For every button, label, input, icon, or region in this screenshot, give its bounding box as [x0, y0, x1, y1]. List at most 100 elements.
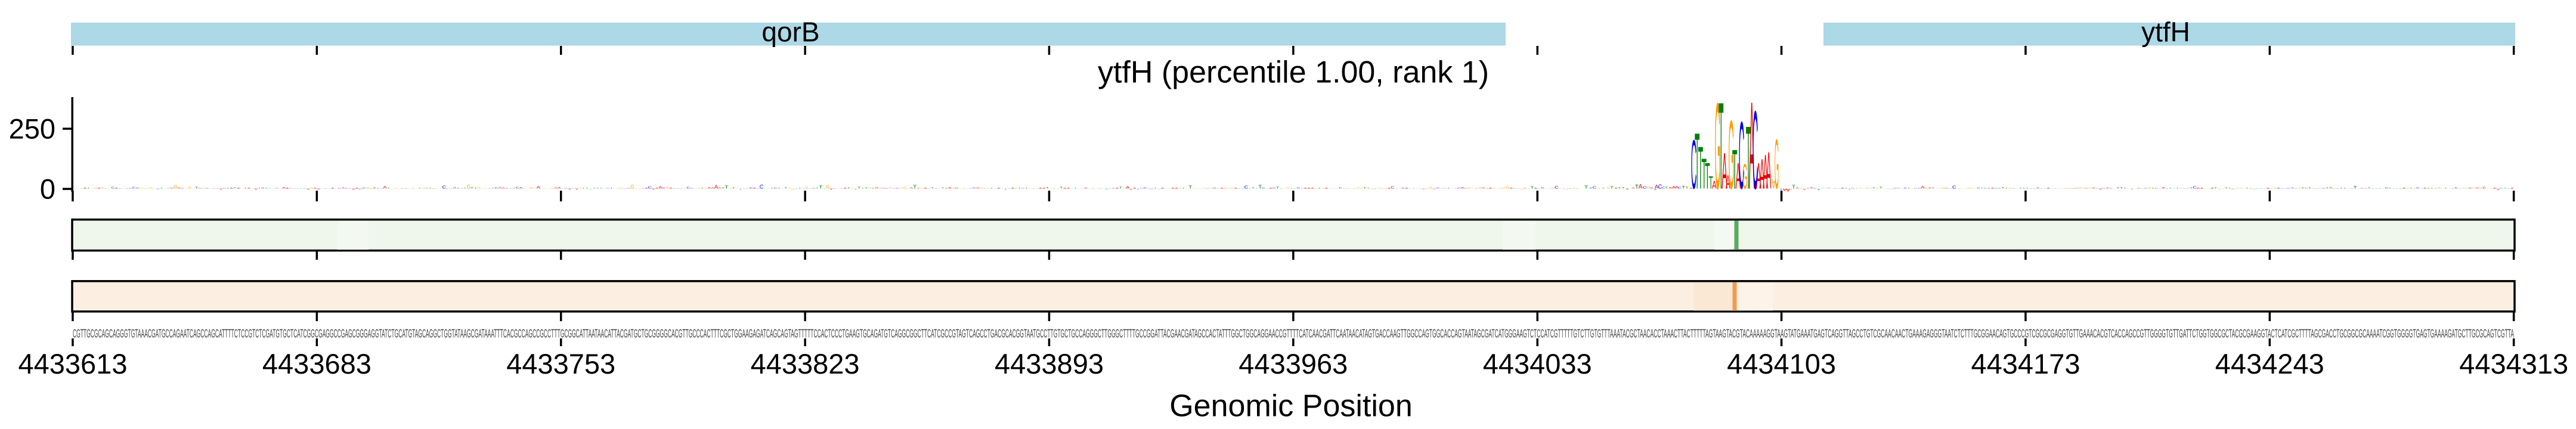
svg-text:A: A [708, 186, 711, 189]
svg-text:G: G [150, 188, 153, 189]
svg-text:T: T [561, 188, 565, 189]
svg-text:C: C [2336, 188, 2340, 189]
svg-text:T: T [456, 188, 460, 189]
svg-text:A: A [1736, 155, 1741, 197]
svg-text:4434103: 4434103 [1727, 348, 1836, 380]
svg-text:A: A [1042, 188, 1045, 189]
svg-text:T: T [2131, 188, 2134, 189]
svg-text:A: A [645, 188, 648, 189]
svg-text:C: C [324, 188, 327, 189]
svg-text:A: A [1900, 188, 1904, 189]
svg-text:C: C [2350, 188, 2354, 189]
svg-text:G: G [1001, 188, 1004, 189]
svg-text:A: A [2210, 188, 2213, 189]
svg-text:A: A [910, 188, 914, 189]
svg-text:T: T [2123, 188, 2127, 189]
svg-text:T: T [2120, 187, 2124, 189]
svg-text:T: T [1708, 173, 1713, 192]
svg-text:C: C [641, 188, 645, 189]
svg-text:A: A [829, 188, 833, 189]
svg-text:C: C [801, 188, 805, 189]
svg-text:C: C [1244, 184, 1248, 189]
svg-text:G: G [2218, 188, 2221, 189]
svg-text:C: C [2315, 188, 2319, 189]
svg-text:A: A [568, 188, 572, 189]
svg-text:C: C [1436, 188, 1439, 189]
svg-text:C: C [2500, 188, 2503, 189]
svg-text:T: T [195, 186, 199, 189]
svg-text:CGTTGCGCAGCAGGGTGTAAACGATGCCAG: CGTTGCGCAGCAGGGTGTAAACGATGCCAGAATCAGCCAG… [73, 328, 2514, 341]
svg-text:T: T [1004, 188, 1008, 189]
svg-text:G: G [1606, 187, 1610, 189]
svg-text:T: T [871, 188, 875, 189]
svg-text:A: A [519, 187, 523, 189]
svg-text:G: G [2238, 188, 2241, 189]
svg-text:4433963: 4433963 [1239, 348, 1348, 380]
svg-text:A: A [135, 188, 138, 189]
svg-text:T: T [2353, 185, 2357, 189]
svg-text:C: C [129, 188, 132, 189]
svg-text:T: T [680, 188, 683, 189]
svg-text:A: A [1991, 188, 1995, 189]
svg-text:T: T [913, 184, 917, 190]
svg-text:T: T [917, 188, 920, 189]
svg-text:0: 0 [40, 173, 55, 204]
svg-text:T: T [2503, 188, 2507, 189]
svg-text:T: T [2367, 188, 2371, 189]
svg-text:A: A [2329, 186, 2333, 189]
svg-text:G: G [394, 188, 397, 189]
svg-text:C: C [261, 188, 264, 189]
svg-text:250: 250 [9, 113, 55, 144]
svg-text:C: C [369, 188, 373, 189]
svg-text:A: A [1510, 188, 1513, 189]
svg-text:C: C [2451, 188, 2455, 189]
svg-text:T: T [1109, 188, 1112, 189]
svg-text:C: C [1691, 125, 1696, 204]
svg-text:G: G [1203, 188, 1206, 189]
svg-text:G: G [868, 188, 872, 189]
svg-text:G: G [1558, 188, 1562, 189]
svg-text:A: A [2197, 188, 2200, 189]
svg-text:C: C [2388, 188, 2392, 189]
svg-text:A: A [875, 186, 878, 189]
svg-text:T: T [945, 188, 948, 189]
svg-text:T: T [1216, 188, 1220, 189]
svg-text:G: G [1398, 188, 1401, 189]
svg-text:C: C [2155, 188, 2159, 189]
svg-text:G: G [2064, 188, 2067, 189]
svg-text:T: T [1987, 188, 1991, 189]
svg-text:C: C [2454, 187, 2458, 189]
svg-text:A: A [2441, 188, 2444, 189]
svg-text:G: G [993, 188, 997, 189]
svg-text:G: G [1742, 157, 1747, 197]
svg-text:T: T [1499, 188, 1503, 189]
svg-text:T: T [571, 188, 575, 189]
svg-text:C: C [2482, 186, 2486, 189]
svg-text:G: G [481, 188, 484, 189]
svg-text:C: C [2165, 188, 2169, 189]
svg-text:C: C [1650, 187, 1654, 189]
svg-text:A: A [2420, 188, 2423, 189]
svg-text:G: G [2148, 187, 2151, 189]
svg-text:G: G [108, 188, 112, 189]
svg-text:G: G [1335, 188, 1339, 189]
svg-text:T: T [1837, 188, 1841, 189]
svg-text:T: T [784, 187, 788, 189]
svg-text:C: C [969, 188, 973, 189]
svg-text:A: A [331, 188, 335, 189]
svg-text:G: G [1959, 188, 1963, 189]
svg-text:A: A [2050, 188, 2054, 189]
svg-text:C: C [363, 188, 366, 189]
svg-text:T: T [1122, 188, 1126, 189]
svg-text:C: C [892, 188, 896, 189]
svg-text:C: C [442, 184, 446, 189]
svg-text:T: T [2507, 188, 2510, 189]
svg-text:A: A [2057, 188, 2061, 189]
svg-text:T: T [1060, 186, 1063, 189]
svg-text:G: G [1890, 188, 1893, 189]
svg-text:A: A [1311, 188, 1314, 189]
svg-text:T: T [1685, 187, 1689, 189]
svg-text:G: G [2486, 188, 2490, 189]
svg-text:C: C [1834, 188, 1837, 189]
svg-text:C: C [882, 188, 886, 189]
